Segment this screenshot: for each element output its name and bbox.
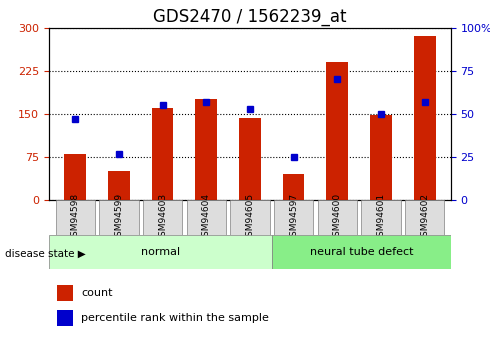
Text: count: count: [81, 288, 113, 298]
FancyBboxPatch shape: [318, 200, 357, 235]
Bar: [326, 62, 348, 200]
FancyBboxPatch shape: [49, 235, 272, 269]
FancyBboxPatch shape: [274, 200, 313, 235]
Text: GSM94597: GSM94597: [289, 193, 298, 242]
Text: neural tube defect: neural tube defect: [310, 247, 413, 257]
FancyBboxPatch shape: [55, 200, 95, 235]
Bar: [57, 285, 73, 301]
Bar: [414, 36, 436, 200]
Text: GSM94601: GSM94601: [376, 193, 386, 242]
Bar: [64, 154, 86, 200]
Text: GSM94605: GSM94605: [245, 193, 254, 242]
Text: normal: normal: [141, 247, 180, 257]
Text: GSM94598: GSM94598: [71, 193, 80, 242]
FancyBboxPatch shape: [405, 200, 444, 235]
Text: GSM94604: GSM94604: [202, 193, 211, 242]
Text: GSM94603: GSM94603: [158, 193, 167, 242]
FancyBboxPatch shape: [99, 200, 139, 235]
Bar: [151, 108, 173, 200]
Bar: [108, 171, 130, 200]
FancyBboxPatch shape: [143, 200, 182, 235]
FancyBboxPatch shape: [187, 200, 226, 235]
Bar: [283, 174, 304, 200]
Text: percentile rank within the sample: percentile rank within the sample: [81, 313, 269, 323]
FancyBboxPatch shape: [272, 235, 451, 269]
Bar: [57, 310, 73, 326]
Text: GSM94602: GSM94602: [420, 193, 429, 242]
FancyBboxPatch shape: [230, 200, 270, 235]
Bar: [370, 115, 392, 200]
Title: GDS2470 / 1562239_at: GDS2470 / 1562239_at: [153, 8, 346, 26]
Bar: [239, 118, 261, 200]
FancyBboxPatch shape: [361, 200, 401, 235]
Bar: [196, 99, 217, 200]
Text: GSM94600: GSM94600: [333, 193, 342, 242]
Text: disease state ▶: disease state ▶: [5, 249, 86, 258]
Text: GSM94599: GSM94599: [114, 193, 123, 242]
